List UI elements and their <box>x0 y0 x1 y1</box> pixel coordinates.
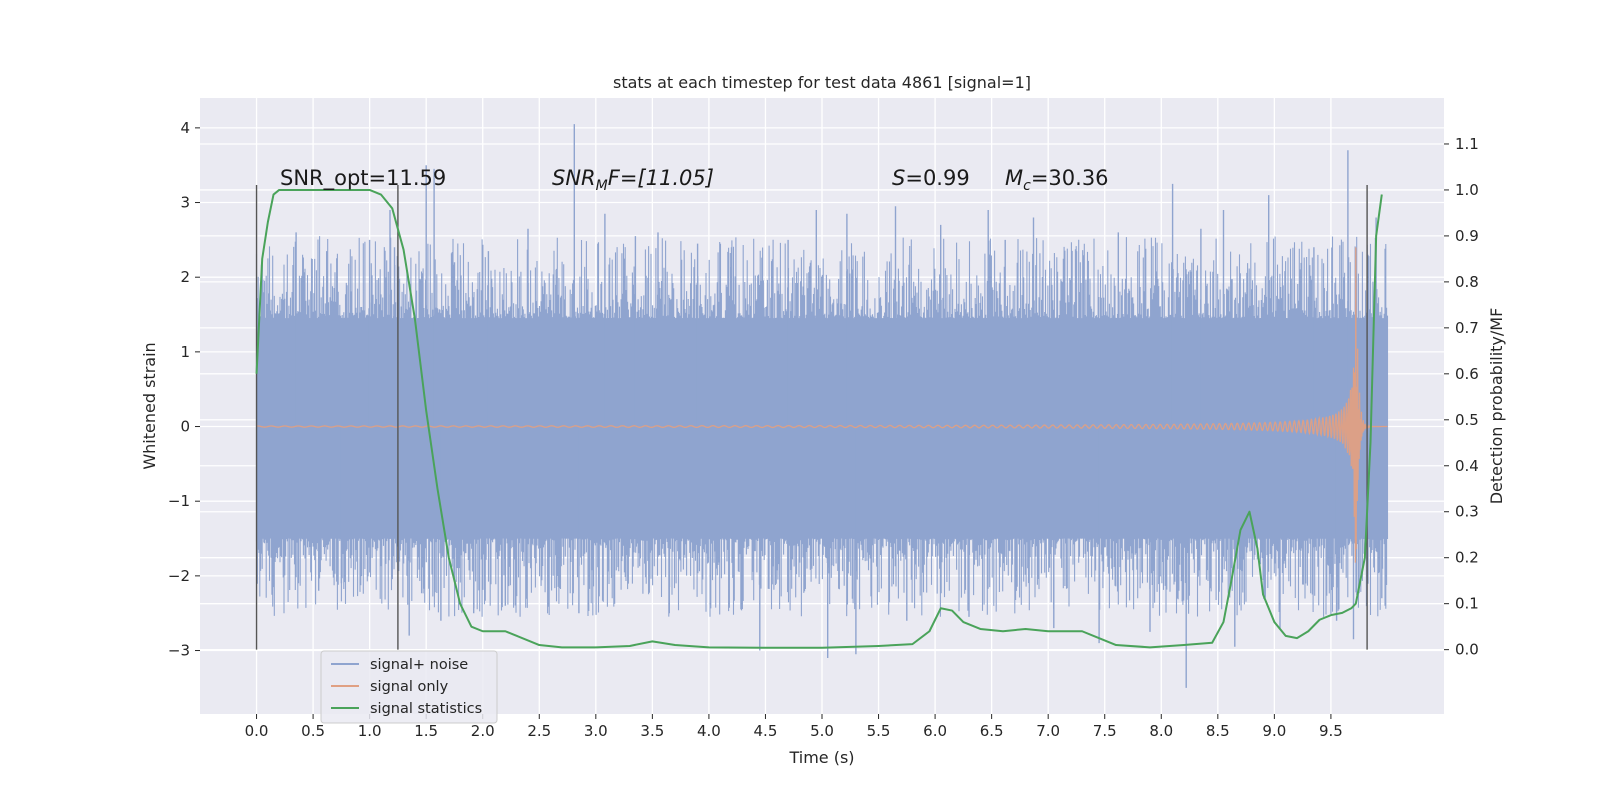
y-axis-ticks: −3 −2 −1 0 1 2 3 4 <box>168 119 200 660</box>
s-symbol: S <box>892 166 905 190</box>
x-tick-label: 2.0 <box>471 722 495 740</box>
y-tick-label: 4 <box>180 119 190 137</box>
y2-tick-label: 1.1 <box>1455 135 1479 153</box>
legend-label-stats: signal statistics <box>370 701 482 717</box>
y2-tick-label: 0.5 <box>1455 411 1479 429</box>
y-tick-label: 0 <box>180 418 190 436</box>
x-tick-label: 1.0 <box>358 722 382 740</box>
y-tick-label: −1 <box>168 492 190 510</box>
y-tick-label: 2 <box>180 268 190 286</box>
y2-axis-ticks: 0.0 0.1 0.2 0.3 0.4 0.5 0.6 0.7 0.8 0.9 1.0 1.1 <box>1444 135 1479 659</box>
y-axis-label: Whitened strain <box>140 342 159 469</box>
annotation-mc: Mc=30.36 <box>1005 166 1109 194</box>
y2-tick-label: 0.0 <box>1455 641 1479 659</box>
legend: signal+ noise signal only signal statist… <box>320 650 498 724</box>
legend-label-noise: signal+ noise <box>370 657 468 673</box>
x-tick-label: 5.5 <box>867 722 891 740</box>
x-tick-label: 4.5 <box>754 722 778 740</box>
x-axis-label: Time (s) <box>788 748 854 767</box>
x-tick-label: 7.5 <box>1093 722 1117 740</box>
stats-curve <box>255 188 1383 649</box>
snr-mf-subscript: M <box>596 178 608 194</box>
x-tick-label: 4.0 <box>697 722 721 740</box>
y2-tick-label: 0.4 <box>1455 457 1479 475</box>
x-tick-label: 3.0 <box>584 722 608 740</box>
y2-tick-label: 0.3 <box>1455 503 1479 521</box>
y2-tick-label: 0.1 <box>1455 595 1479 613</box>
x-tick-label: 5.0 <box>810 722 834 740</box>
signal-chirp <box>256 247 1388 563</box>
snr-mf-value: F=[11.05] <box>608 166 714 190</box>
mc-value: =30.36 <box>1031 166 1109 190</box>
x-tick-label: 2.5 <box>527 722 551 740</box>
x-tick-label: 0.5 <box>301 722 325 740</box>
x-tick-label: 3.5 <box>640 722 664 740</box>
y2-tick-label: 0.7 <box>1455 319 1479 337</box>
vertical-markers <box>255 184 1368 650</box>
x-tick-label: 7.0 <box>1036 722 1060 740</box>
y2-tick-label: 0.9 <box>1455 227 1479 245</box>
series-signal-statistics <box>255 188 1383 649</box>
x-axis-ticks: 0.0 0.5 1.0 1.5 2.0 2.5 3.0 3.5 4.0 4.5 5.0 5.5 6.0 6… <box>245 714 1343 740</box>
y-tick-label: 3 <box>180 194 190 212</box>
s-value: =0.99 <box>905 166 969 190</box>
y-tick-label: −3 <box>168 642 190 660</box>
chart-title: stats at each timestep for test data 486… <box>613 73 1031 92</box>
y2-tick-label: 0.2 <box>1455 549 1479 567</box>
x-tick-label: 1.5 <box>414 722 438 740</box>
x-tick-label: 8.0 <box>1149 722 1173 740</box>
y2-tick-label: 1.0 <box>1455 181 1479 199</box>
series-signal-plus-noise <box>255 124 1389 688</box>
mc-subscript: c <box>1023 178 1031 194</box>
y-tick-label: 1 <box>180 343 190 361</box>
y2-tick-label: 0.8 <box>1455 273 1479 291</box>
mc-symbol: M <box>1005 166 1023 190</box>
annotation-snr-mf: SNRMF=[11.05] <box>552 166 714 194</box>
series-signal-only <box>256 247 1388 563</box>
noise-spikes <box>261 124 1383 688</box>
x-tick-label: 9.0 <box>1262 722 1286 740</box>
x-tick-label: 6.0 <box>923 722 947 740</box>
annotation-snr-opt: SNR_opt=11.59 <box>280 166 446 191</box>
annotation-s: S=0.99 <box>892 166 970 190</box>
x-tick-label: 9.5 <box>1319 722 1343 740</box>
x-tick-label: 6.5 <box>980 722 1004 740</box>
y2-tick-label: 0.6 <box>1455 365 1479 383</box>
snr-mf-symbol: SNR <box>552 166 596 190</box>
y-tick-label: −2 <box>168 567 190 585</box>
legend-label-signal: signal only <box>370 679 449 695</box>
x-tick-label: 8.5 <box>1206 722 1230 740</box>
x-tick-label: 0.0 <box>245 722 269 740</box>
y2-axis-label: Detection probability/MF <box>1487 308 1506 505</box>
legend-box <box>320 650 498 724</box>
